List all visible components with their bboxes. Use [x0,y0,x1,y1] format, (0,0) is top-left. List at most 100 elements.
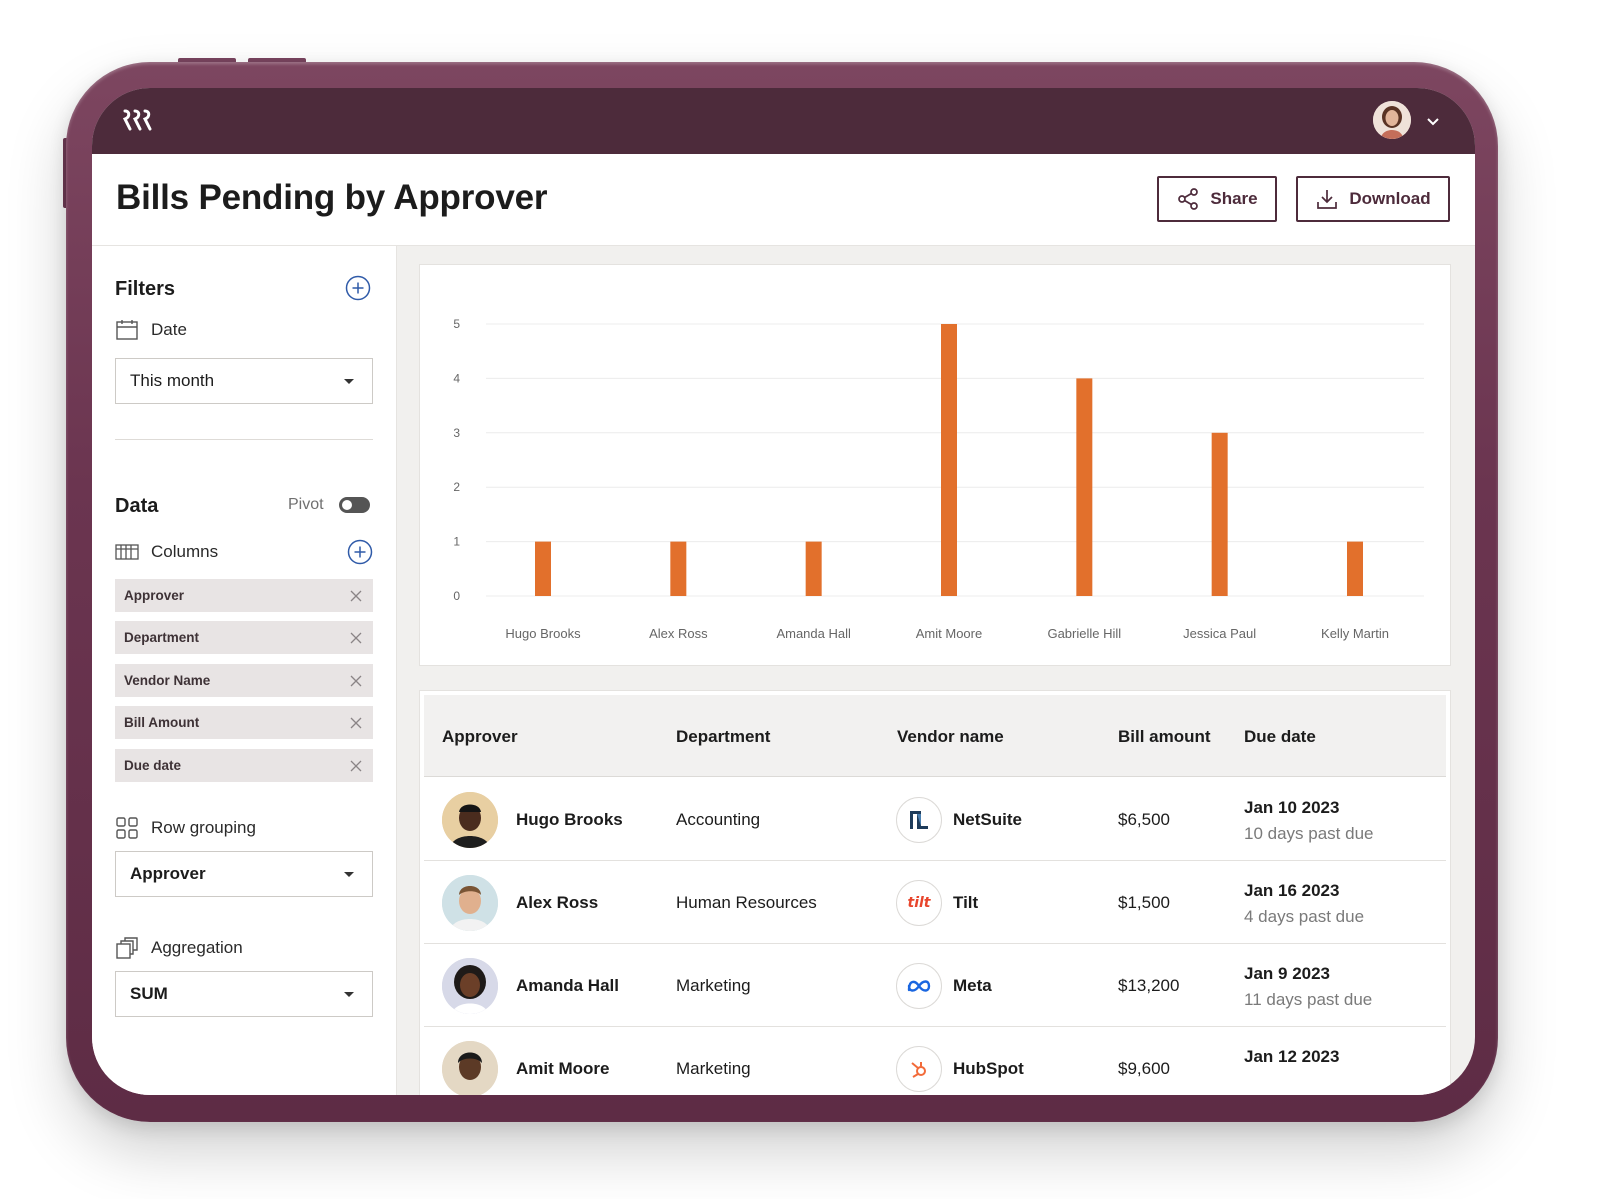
volume-button [178,58,236,63]
ramp-logo[interactable] [122,107,154,133]
column-chip-due-date[interactable]: Due date [115,749,373,782]
past-due-status: 11 days past due [1244,990,1373,1009]
download-icon [1317,190,1338,209]
column-chip-label: Approver [124,588,185,603]
table-row[interactable]: Amit Moore Marketing HubSpot $9,600 Jan … [424,1027,1446,1095]
page-header: Bills Pending by Approver Share Download [92,154,1475,246]
close-icon[interactable] [349,631,363,645]
column-chip-department[interactable]: Department [115,621,373,654]
vendor-name: NetSuite [953,810,1022,829]
pivot-label: Pivot [288,496,324,513]
table-row[interactable]: Hugo Brooks Accounting NetSuite $6,500 J… [424,778,1446,861]
aggregation-label: Aggregation [151,938,243,957]
due-date: Jan 16 2023 [1244,881,1340,900]
x-tick-label: Alex Ross [649,626,708,641]
avatar [442,958,498,1014]
y-tick-label: 3 [453,426,460,440]
aggregation-label-row: Aggregation [115,936,243,960]
avatar [442,792,498,848]
row-grouping-label-row: Row grouping [115,816,256,840]
row-grouping-value: Approver [130,864,206,883]
caret-down-icon [344,871,354,877]
add-column-icon[interactable] [347,539,373,565]
bar[interactable] [941,324,957,596]
tilt-logo: tilt [896,880,942,926]
header-bill-amount[interactable]: Bill amount [1118,727,1211,746]
past-due-status: 10 days past due [1244,824,1374,843]
bar[interactable] [670,541,687,596]
avatar [442,875,498,931]
volume-button-2 [248,58,306,63]
approver-name: Amit Moore [516,1059,610,1078]
column-chip-label: Bill Amount [124,715,200,730]
due-date: Jan 10 2023 [1244,798,1340,817]
x-tick-label: Jessica Paul [1183,626,1256,641]
x-tick-label: Kelly Martin [1321,626,1389,641]
table-row[interactable]: Alex Ross Human Resources tilt Tilt $1,5… [424,861,1446,944]
vendor-name: HubSpot [953,1059,1024,1078]
top-bar [92,88,1475,154]
department: Accounting [676,810,761,829]
date-filter-label: Date [115,318,187,342]
date-select-value: This month [130,371,215,390]
chevron-down-icon[interactable] [1425,113,1441,129]
date-select[interactable]: This month [115,358,373,404]
columns-label: Columns [151,542,219,561]
bar[interactable] [1076,378,1093,596]
user-avatar[interactable] [1373,101,1411,139]
header-department[interactable]: Department [676,727,771,746]
data-heading: Data [115,495,159,517]
copy-stack-icon [116,937,138,959]
close-icon[interactable] [349,716,363,730]
bills-table: Approver Department Vendor name Bill amo… [419,690,1451,1095]
download-button[interactable]: Download [1296,176,1450,222]
bill-amount: $13,200 [1118,976,1180,995]
aggregation-value: SUM [130,984,168,1003]
column-chip-approver[interactable]: Approver [115,579,373,612]
row-grouping-select[interactable]: Approver [115,851,373,897]
sidebar-divider [115,439,373,440]
close-icon[interactable] [349,674,363,688]
approver-name: Hugo Brooks [516,810,623,829]
header-approver[interactable]: Approver [442,727,518,746]
header-vendor-name[interactable]: Vendor name [897,727,1004,746]
filters-heading: Filters [115,278,176,300]
approver-name: Alex Ross [516,893,599,912]
close-icon[interactable] [349,759,363,773]
sidebar: Filters Date This month Data Pivot [92,246,397,1095]
column-chip-label: Vendor Name [124,673,211,688]
header-due-date[interactable]: Due date [1244,727,1316,746]
bill-amount: $6,500 [1118,810,1170,829]
approver-name: Amanda Hall [516,976,619,995]
table-columns-icon [115,544,139,560]
past-due-status: 4 days past due [1244,907,1365,926]
share-button[interactable]: Share [1157,176,1277,222]
y-tick-label: 0 [453,589,460,603]
x-tick-label: Gabrielle Hill [1047,626,1121,641]
y-tick-label: 1 [453,535,460,549]
due-date: Jan 12 2023 [1244,1047,1340,1066]
columns-label-row: Columns [115,540,218,564]
y-tick-label: 4 [453,371,460,385]
download-label: Download [1349,189,1431,208]
bar[interactable] [535,541,551,596]
pivot-toggle[interactable] [339,497,370,513]
department: Human Resources [676,893,817,912]
column-chip-bill-amount[interactable]: Bill Amount [115,706,373,739]
x-tick-label: Amit Moore [916,626,982,641]
x-tick-label: Hugo Brooks [505,626,581,641]
add-filter-icon[interactable] [345,275,371,301]
vendor-name: Meta [953,976,992,995]
close-icon[interactable] [349,589,363,603]
grid-icon [116,817,138,839]
department: Marketing [676,1059,751,1078]
bar[interactable] [1347,541,1363,596]
caret-down-icon [344,378,354,384]
column-chip-vendor-name[interactable]: Vendor Name [115,664,373,697]
bar[interactable] [1211,432,1228,596]
bar[interactable] [805,541,822,596]
app-screen: Bills Pending by Approver Share Download… [92,88,1475,1095]
table-row[interactable]: Amanda Hall Marketing Meta $13,200 Jan 9… [424,944,1446,1027]
aggregation-select[interactable]: SUM [115,971,373,1017]
department: Marketing [676,976,751,995]
